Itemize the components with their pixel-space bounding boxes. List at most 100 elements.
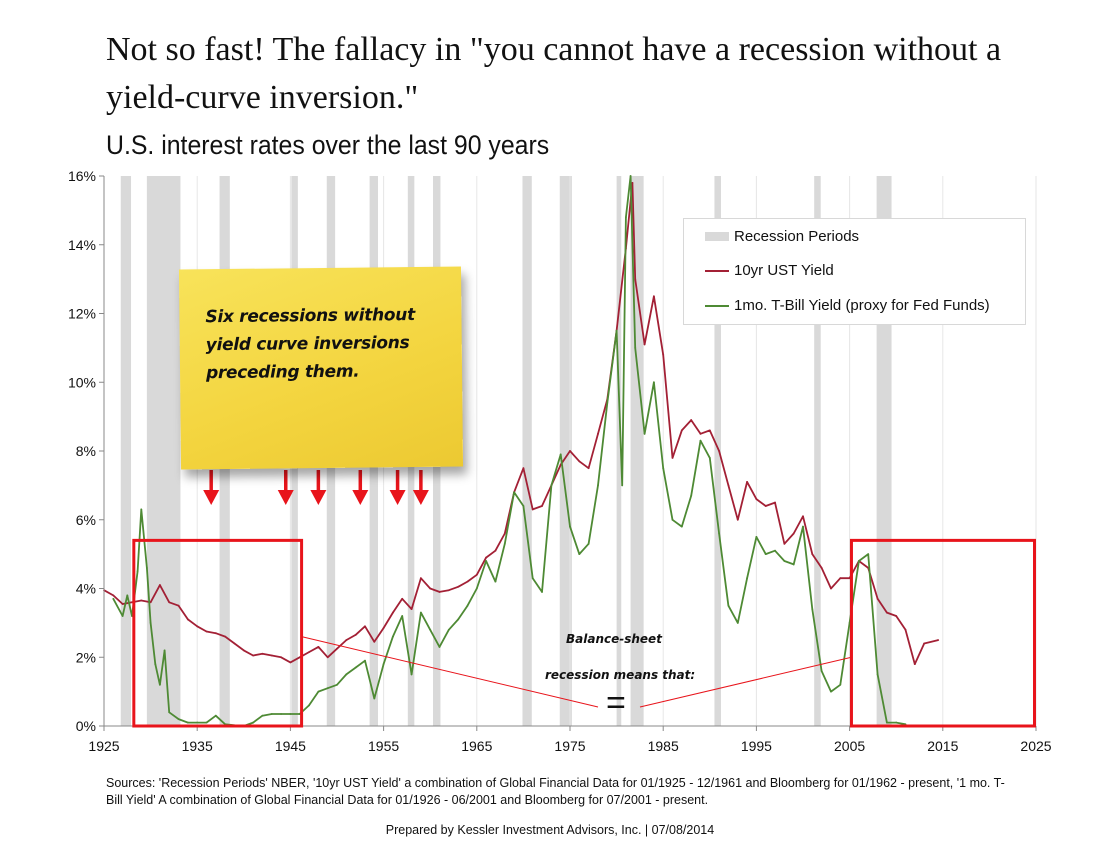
- down-arrow-head-2: [310, 490, 327, 505]
- legend-swatch-recession: [705, 232, 729, 241]
- series-0-point-67: [718, 450, 721, 452]
- series-1-point-49: [522, 505, 525, 507]
- x-tick-label-3: 1955: [368, 738, 399, 754]
- series-1-point-63: [634, 346, 637, 349]
- series-0-point-69: [736, 518, 739, 521]
- series-1-point-24: [289, 713, 292, 715]
- series-1-point-6: [145, 566, 148, 569]
- series-0-point-10: [196, 625, 199, 628]
- series-0-point-73: [774, 501, 776, 504]
- series-1-point-45: [485, 560, 488, 562]
- recession-band-0: [120, 176, 132, 726]
- series-1-point-52: [550, 484, 553, 487]
- series-1-point-61: [625, 216, 627, 219]
- series-1-point-53: [559, 453, 562, 456]
- series-1-point-14: [196, 721, 199, 724]
- down-arrow-head-0: [203, 490, 220, 505]
- series-0-point-68: [727, 484, 730, 487]
- series-0-point-78: [820, 566, 823, 569]
- series-0-point-50: [569, 450, 571, 452]
- legend-swatch-10yr: [705, 269, 729, 272]
- series-0-point-70: [746, 481, 748, 483]
- series-0-point-14: [233, 642, 236, 645]
- series-0-point-57: [631, 181, 634, 184]
- series-1-point-9: [159, 683, 161, 686]
- y-tick-label-5: 10%: [68, 374, 96, 390]
- series-1-point-56: [587, 542, 590, 545]
- series-1-point-11: [168, 711, 171, 714]
- left-highlight-box: [132, 538, 304, 728]
- legend-item-tbill: 1mo. T-Bill Yield (proxy for Fed Funds): [705, 297, 990, 314]
- legend-label-10yr: 10yr UST Yield: [734, 262, 834, 279]
- x-tick-label-8: 2005: [834, 738, 865, 754]
- series-1-point-8: [154, 663, 157, 666]
- series-1-point-60: [621, 484, 624, 487]
- series-0-point-27: [354, 634, 357, 636]
- series-0-point-89: [923, 642, 926, 645]
- annotation-arrows: [203, 470, 429, 505]
- series-1-point-66: [662, 467, 665, 470]
- series-0-point-35: [429, 587, 432, 590]
- series-0-point-58: [634, 278, 637, 281]
- series-1-point-59: [615, 329, 618, 332]
- series-0-point-75: [792, 532, 795, 535]
- series-0-point-79: [830, 587, 832, 590]
- balance-sheet-label-1: Balance-sheet: [566, 632, 662, 646]
- series-1-point-21: [261, 714, 264, 717]
- series-1-point-47: [503, 542, 506, 545]
- headline: Not so fast! The fallacy in "you cannot …: [106, 31, 1002, 116]
- series-1-point-36: [401, 615, 404, 617]
- y-tick-label-2: 4%: [76, 581, 96, 597]
- series-1-point-29: [336, 683, 338, 686]
- series-1-point-13: [186, 721, 189, 724]
- y-tick-label-7: 14%: [68, 237, 96, 253]
- series-1-point-79: [783, 560, 786, 562]
- series-1-point-37: [410, 673, 413, 676]
- y-tick-label-1: 2%: [76, 649, 96, 665]
- series-1-point-41: [447, 628, 450, 631]
- balance-sheet-label-2: recession means that:: [545, 668, 696, 682]
- series-0-point-77: [811, 553, 814, 556]
- series-1-point-35: [392, 635, 394, 638]
- series-1-point-22: [270, 713, 273, 715]
- interest-rate-chart: 0% 2% 4% 6% 8% 10% 12% 14% 16% 1925 1935 1945 1955 19…: [68, 168, 1052, 754]
- series-0-point-37: [447, 589, 450, 592]
- y-tick-label-8: 16%: [68, 168, 96, 184]
- series-1-point-33: [373, 697, 376, 700]
- down-arrow-5: [412, 470, 429, 505]
- connector-right: [639, 656, 852, 708]
- series-1-point-72: [718, 532, 721, 535]
- series-0-point-72: [764, 505, 767, 507]
- recession-band-13: [814, 176, 821, 726]
- series-0-point-33: [410, 608, 413, 611]
- series-1-point-23: [280, 713, 282, 715]
- x-tick-label-0: 1925: [88, 738, 119, 754]
- series-1-point-84: [830, 690, 832, 693]
- series-0-point-74: [783, 542, 786, 545]
- series-0-point-4: [140, 599, 143, 602]
- series-1-point-46: [494, 580, 497, 583]
- series-0-point-76: [802, 515, 804, 518]
- x-tick-label-7: 1995: [741, 738, 772, 754]
- series-0-point-42: [494, 549, 497, 552]
- annotation-boxes: [132, 538, 1036, 728]
- series-0-point-87: [904, 628, 907, 631]
- series-1-point-70: [699, 439, 702, 442]
- series-0-point-88: [913, 663, 916, 666]
- series-1-point-51: [541, 591, 543, 593]
- series-0-point-46: [531, 508, 534, 511]
- x-tick-label-5: 1975: [554, 738, 585, 754]
- series-0-point-60: [652, 295, 655, 298]
- series-1-point-16: [214, 714, 217, 717]
- series-0-point-31: [392, 611, 394, 614]
- series-1-point-40: [438, 646, 441, 648]
- series-0-point-25: [336, 647, 338, 650]
- series-0-point-1: [112, 594, 115, 597]
- series-1-point-27: [317, 690, 320, 693]
- recession-band-8: [522, 176, 532, 726]
- down-arrow-3: [352, 470, 369, 505]
- series-0-point-65: [699, 432, 702, 435]
- series-1-point-76: [755, 536, 758, 538]
- down-arrow-0: [203, 470, 220, 505]
- down-arrow-head-3: [352, 490, 369, 505]
